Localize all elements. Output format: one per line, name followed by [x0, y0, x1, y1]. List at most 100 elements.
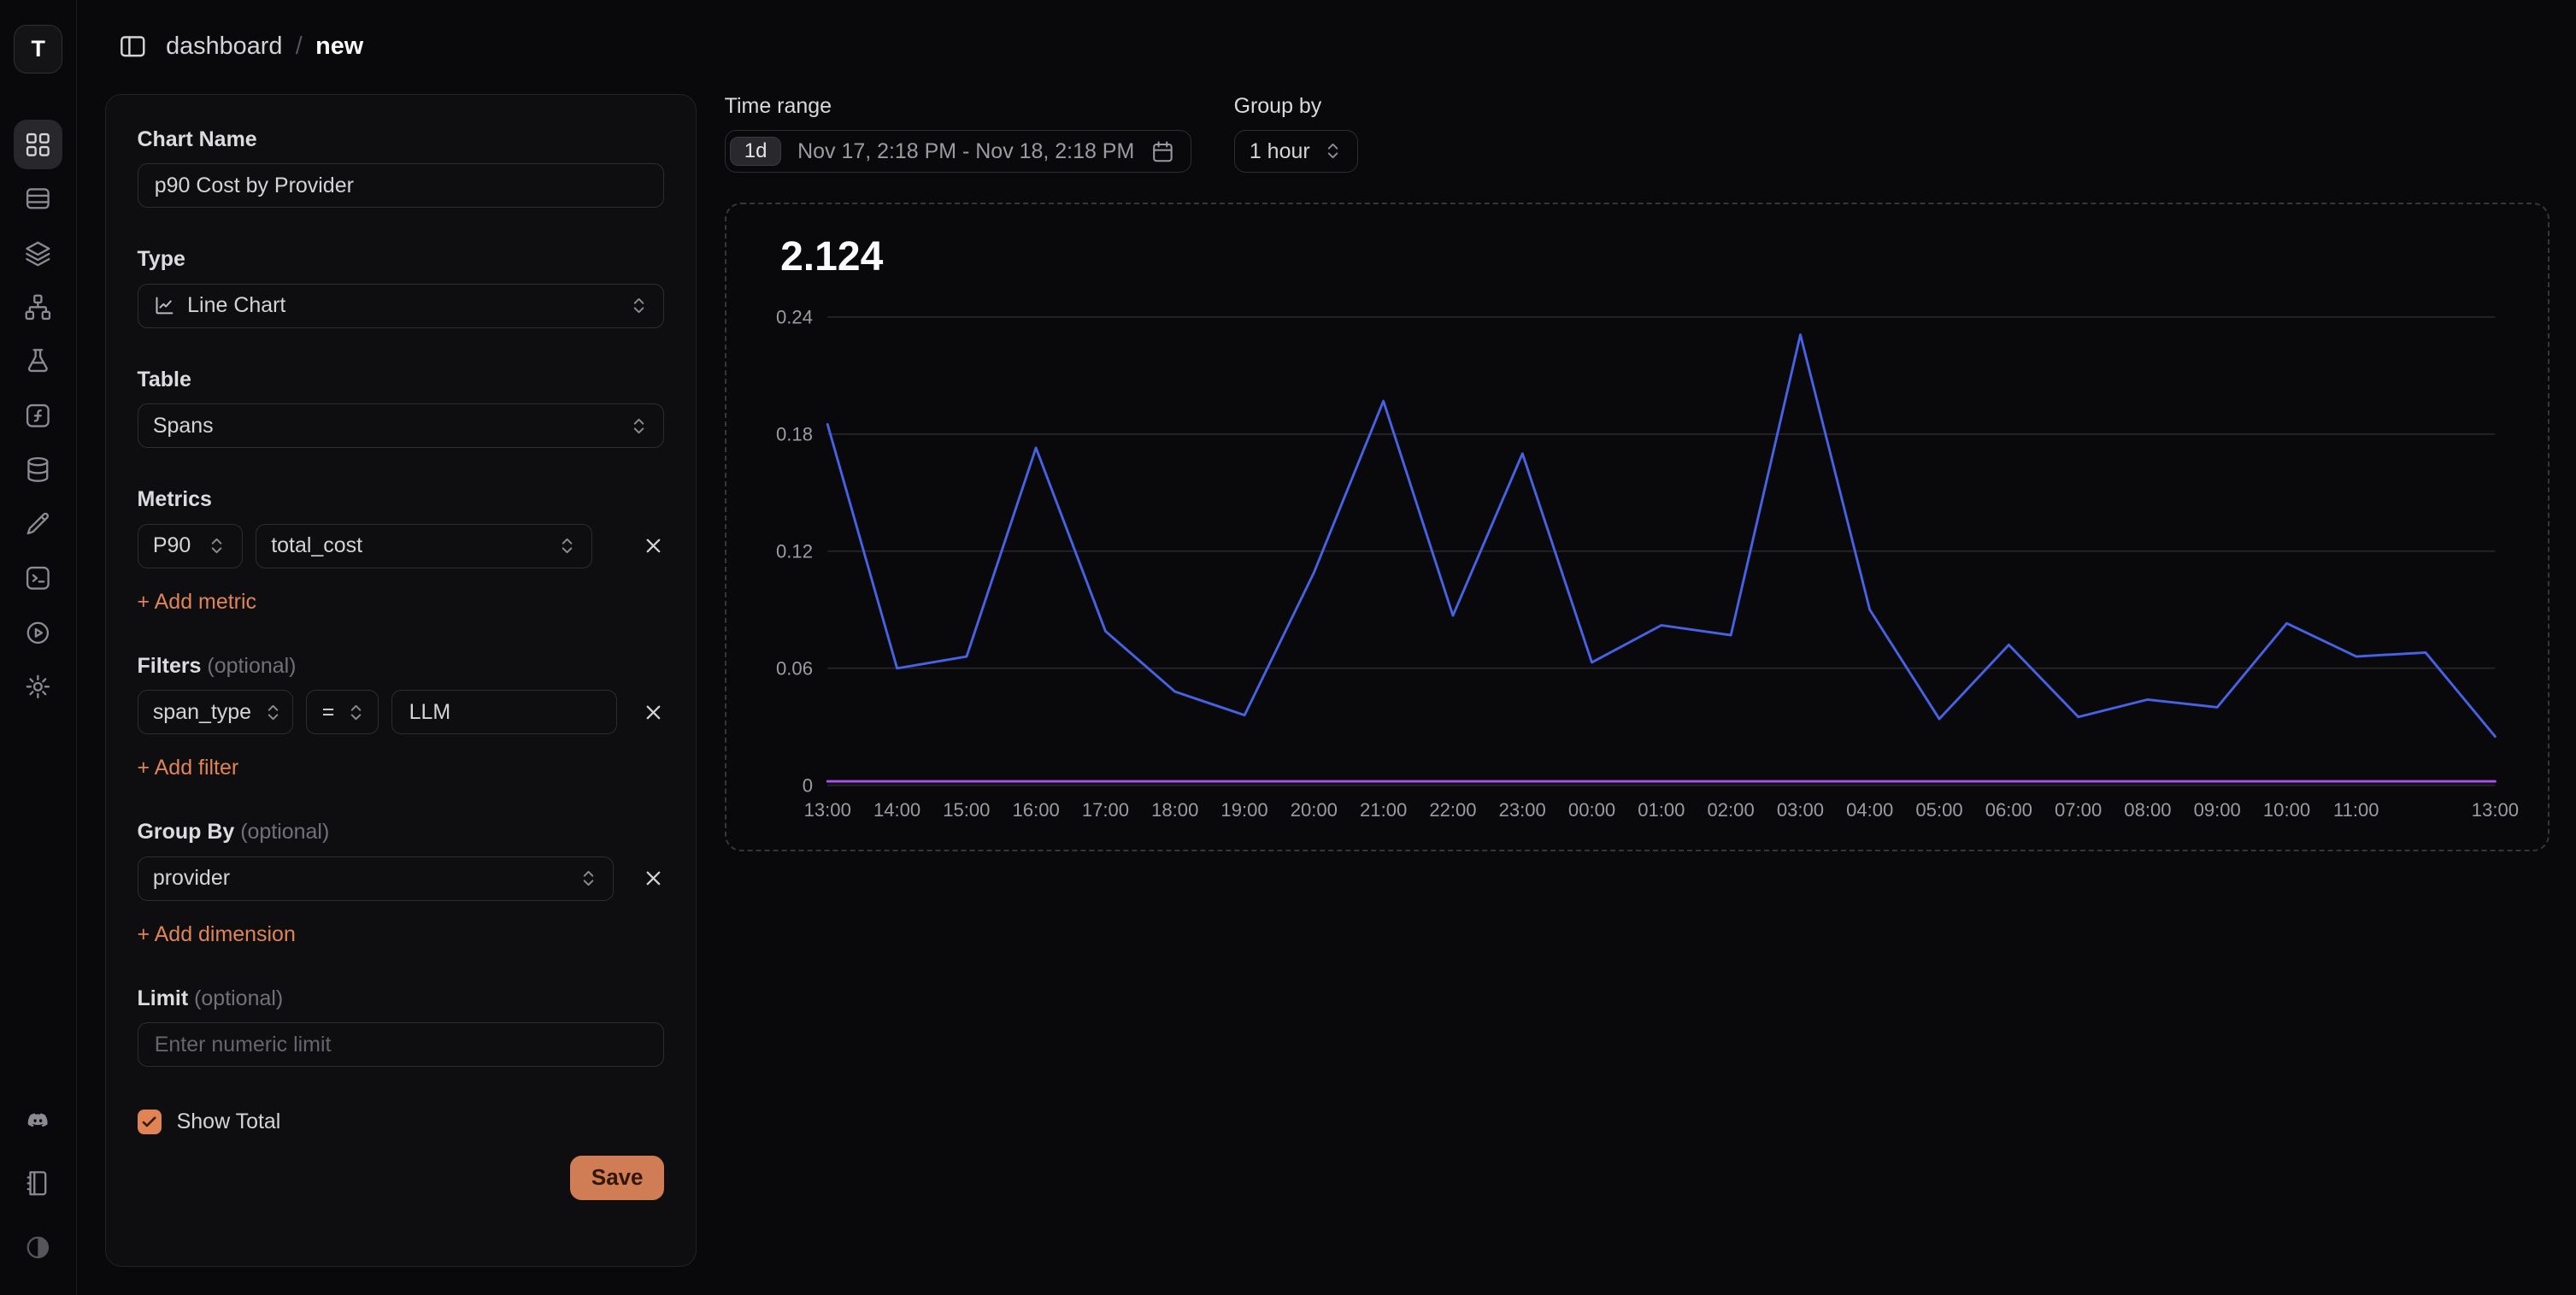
- svg-text:13:00: 13:00: [2472, 799, 2519, 821]
- remove-dimension-button[interactable]: [642, 867, 665, 890]
- svg-text:01:00: 01:00: [1638, 799, 1685, 821]
- chevrons-up-down-icon: [1323, 141, 1343, 161]
- svg-text:23:00: 23:00: [1499, 799, 1546, 821]
- panel-left-icon: [121, 36, 145, 57]
- table-select[interactable]: Spans: [137, 403, 665, 449]
- metrics-label: Metrics: [137, 487, 212, 512]
- svg-text:16:00: 16:00: [1013, 799, 1060, 821]
- chart-type-value: Line Chart: [187, 293, 286, 318]
- chart-preview-card: 2.124 0 0.06 0.12 0.18 0.24 13:00 14:00 15:00 16…: [724, 202, 2550, 851]
- sidebar-toggle-button[interactable]: [118, 32, 148, 62]
- settings-gear-icon: [26, 674, 50, 699]
- nav-item-sessions[interactable]: [14, 283, 63, 333]
- group-by-dimension-select[interactable]: provider: [137, 856, 614, 901]
- add-dimension-button[interactable]: + Add dimension: [137, 921, 296, 946]
- chart-type-select[interactable]: Line Chart: [137, 283, 665, 328]
- limit-label: Limit (optional): [137, 986, 284, 1010]
- svg-text:05:00: 05:00: [1916, 799, 1963, 821]
- breadcrumb-dashboard-link[interactable]: dashboard: [166, 32, 283, 61]
- svg-text:0.24: 0.24: [776, 306, 813, 327]
- nav-item-annotations[interactable]: [14, 499, 63, 549]
- terminal-square-icon: [26, 567, 50, 590]
- database-icon: [27, 457, 49, 483]
- nav-item-database[interactable]: [14, 445, 63, 495]
- svg-text:13:00: 13:00: [804, 799, 851, 821]
- nav-item-functions[interactable]: [14, 391, 63, 440]
- filter-row: span_type =: [137, 690, 665, 735]
- play-circle-icon: [26, 621, 50, 644]
- remove-filter-button[interactable]: [642, 701, 665, 724]
- svg-text:02:00: 02:00: [1708, 799, 1755, 821]
- add-filter-button[interactable]: + Add filter: [137, 756, 239, 780]
- nav-item-traces[interactable]: [14, 174, 63, 224]
- table-section: Table Spans: [137, 368, 665, 449]
- chart-name-input[interactable]: [137, 163, 665, 209]
- discord-link[interactable]: [17, 1098, 60, 1140]
- chevrons-up-down-icon: [579, 868, 598, 888]
- chevrons-up-down-icon: [629, 416, 649, 436]
- nav-item-playground[interactable]: [14, 554, 63, 603]
- svg-text:08:00: 08:00: [2125, 799, 2172, 821]
- nav-item-evaluations[interactable]: [14, 337, 63, 386]
- filter-value-input[interactable]: [391, 690, 617, 735]
- time-range-label: Time range: [724, 93, 832, 118]
- metric-aggregation-value: P90: [152, 533, 191, 558]
- svg-text:14:00: 14:00: [873, 799, 920, 821]
- remove-metric-button[interactable]: [642, 534, 665, 557]
- save-button[interactable]: Save: [569, 1156, 665, 1201]
- group-by-row: provider: [137, 856, 665, 901]
- metric-column-select[interactable]: total_cost: [255, 523, 592, 568]
- theme-toggle[interactable]: [17, 1226, 60, 1269]
- discord-icon: [28, 1113, 48, 1127]
- table-value: Spans: [152, 413, 214, 438]
- bucket-group-by-label: Group by: [1233, 93, 1322, 118]
- nav-item-dashboards[interactable]: [13, 120, 63, 169]
- topbar: dashboard / new: [77, 0, 2576, 94]
- time-range-picker[interactable]: 1d Nov 17, 2:18 PM - Nov 18, 2:18 PM: [724, 130, 1191, 173]
- svg-text:19:00: 19:00: [1221, 799, 1268, 821]
- group-by-section: Group By (optional) provider + Add dimen…: [137, 820, 665, 946]
- filters-section: Filters (optional) span_type = +: [137, 654, 665, 780]
- svg-text:21:00: 21:00: [1360, 799, 1407, 821]
- chart-name-label: Chart Name: [137, 127, 257, 151]
- chart-name-section: Chart Name: [137, 127, 665, 209]
- main-area: dashboard / new Chart Name Type Line Cha…: [77, 0, 2576, 1295]
- chart-total-value: 2.124: [780, 234, 884, 280]
- limit-optional-label: (optional): [194, 986, 284, 1010]
- app-logo[interactable]: T: [13, 24, 63, 74]
- nav-item-runs[interactable]: [14, 608, 63, 657]
- filter-operator-select[interactable]: =: [306, 690, 379, 735]
- check-icon: [143, 1116, 156, 1127]
- close-icon: [646, 871, 660, 886]
- bucket-size-value: 1 hour: [1249, 138, 1310, 163]
- svg-text:15:00: 15:00: [944, 799, 991, 821]
- add-metric-button[interactable]: + Add metric: [137, 589, 256, 614]
- notebook-icon: [26, 1170, 47, 1196]
- chevrons-up-down-icon: [263, 703, 283, 722]
- filter-column-value: span_type: [152, 699, 252, 724]
- sidebar-bottom: [17, 1098, 60, 1269]
- flask-icon: [28, 349, 49, 373]
- pencil-icon: [26, 512, 50, 534]
- svg-text:10:00: 10:00: [2263, 799, 2310, 821]
- line-chart: 0 0.06 0.12 0.18 0.24 13:00 14:00 15:00 16:00 17:…: [776, 306, 2519, 821]
- page-title: new: [315, 32, 364, 61]
- show-total-checkbox[interactable]: [137, 1110, 162, 1134]
- limit-input[interactable]: [137, 1022, 665, 1068]
- time-range-preset-chip[interactable]: 1d: [730, 137, 781, 166]
- close-icon: [646, 705, 660, 720]
- bucket-size-select[interactable]: 1 hour: [1233, 130, 1359, 173]
- group-by-label: Group By (optional): [137, 820, 330, 845]
- nav-item-datasets[interactable]: [14, 228, 63, 278]
- nav-item-settings[interactable]: [14, 662, 63, 712]
- metric-aggregation-select[interactable]: P90: [137, 523, 243, 568]
- docs-link[interactable]: [17, 1162, 60, 1204]
- show-total-row: Show Total: [137, 1110, 665, 1134]
- filter-column-select[interactable]: span_type: [137, 690, 294, 735]
- svg-text:04:00: 04:00: [1847, 799, 1894, 821]
- time-range-group: Time range 1d Nov 17, 2:18 PM - Nov 18, …: [724, 93, 1191, 173]
- svg-text:20:00: 20:00: [1291, 799, 1338, 821]
- limit-section: Limit (optional): [137, 986, 665, 1068]
- time-range-value: Nov 17, 2:18 PM - Nov 18, 2:18 PM: [797, 138, 1135, 163]
